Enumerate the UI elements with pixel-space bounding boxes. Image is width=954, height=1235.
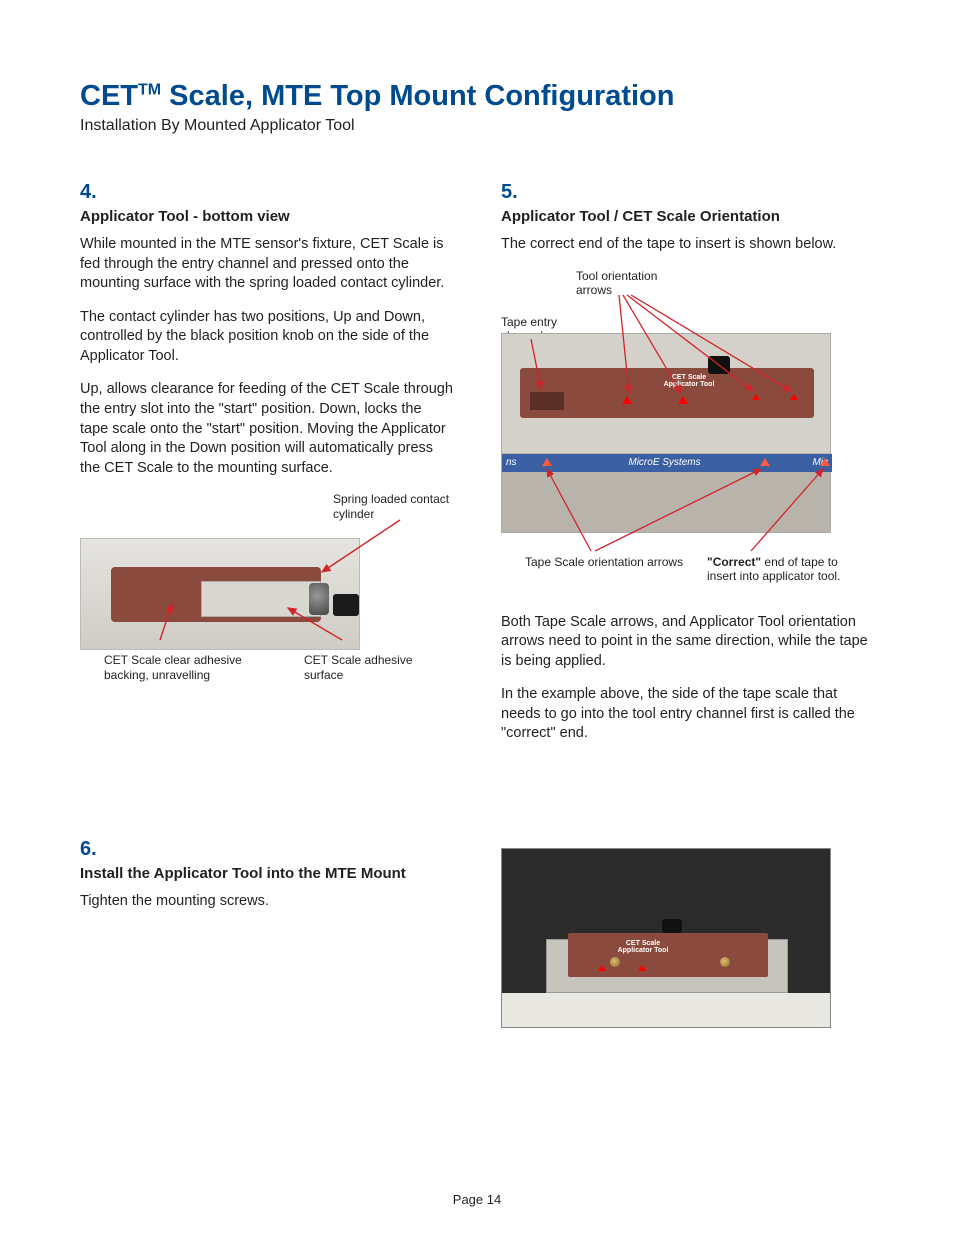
step5-figure: Tool orientation arrows Tape entry chann… (501, 269, 874, 609)
tape-arrow-icon (820, 458, 830, 466)
step6-figure: CET Scale Applicator Tool (501, 848, 831, 1028)
step6-heading: Install the Applicator Tool into the MTE… (80, 865, 453, 882)
fig4-arrows (80, 492, 380, 642)
screw-icon (720, 957, 730, 967)
title-tm: TM (138, 81, 161, 98)
page-title: CETTM Scale, MTE Top Mount Configuration (80, 80, 874, 113)
tape-arrow-icon (542, 458, 552, 466)
tool-arrow-icon (598, 965, 606, 971)
step5-p3: In the example above, the side of the ta… (501, 685, 874, 744)
fig5-arrows (501, 269, 801, 419)
step6-p1: Tighten the mounting screws. (80, 892, 453, 912)
step4-number: 4. (80, 181, 453, 204)
step4-p3: Up, allows clearance for feeding of the … (80, 380, 453, 478)
caption-correct-end: "Correct" end of tape to insert into app… (707, 555, 847, 584)
step4-heading: Applicator Tool - bottom view (80, 208, 453, 225)
tool-label: CET Scale Applicator Tool (614, 940, 672, 955)
step5-number: 5. (501, 181, 874, 204)
step5-heading: Applicator Tool / CET Scale Orientation (501, 208, 874, 225)
tool-arrow-icon (638, 965, 646, 971)
step6-section: 6. Install the Applicator Tool into the … (80, 838, 453, 926)
screw-icon (610, 957, 620, 967)
step6-number: 6. (80, 838, 453, 861)
step4-p1: While mounted in the MTE sensor's fixtur… (80, 235, 453, 294)
step5-section: 5. Applicator Tool / CET Scale Orientati… (501, 181, 874, 758)
step4-section: 4. Applicator Tool - bottom view While m… (80, 181, 453, 758)
caption-tape-orientation: Tape Scale orientation arrows (525, 555, 695, 569)
tape-arrow-icon (760, 458, 770, 466)
title-main: CET (80, 80, 138, 112)
step4-p2: The contact cylinder has two positions, … (80, 308, 453, 367)
caption-adhesive: CET Scale adhesive surface (304, 653, 434, 682)
title-rest: Scale, MTE Top Mount Configuration (161, 80, 674, 112)
page-footer: Page 14 (0, 1192, 954, 1207)
page-subtitle: Installation By Mounted Applicator Tool (80, 117, 874, 135)
step5-p2: Both Tape Scale arrows, and Applicator T… (501, 613, 874, 672)
step4-figure: Spring loaded contact cylinder CET Scale… (80, 492, 453, 662)
step5-p1: The correct end of the tape to insert is… (501, 235, 874, 255)
caption-backing: CET Scale clear adhesive backing, unrave… (104, 653, 274, 682)
